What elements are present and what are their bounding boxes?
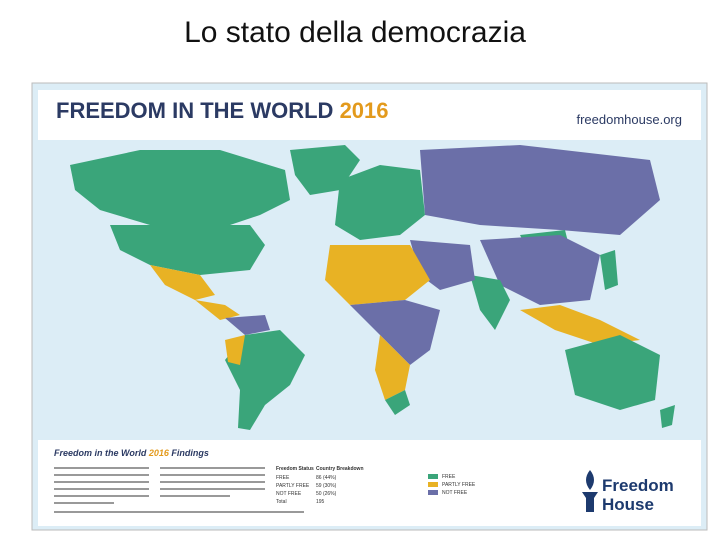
legend-label: FREE	[442, 474, 456, 480]
poster-header	[38, 90, 701, 140]
table-cell: 86 (44%)	[316, 475, 337, 481]
legend-label: NOT FREE	[442, 490, 468, 496]
table-cell: FREE	[276, 475, 290, 481]
poster-title: FREEDOM IN THE WORLD 2016	[56, 98, 389, 123]
table-cell: NOT FREE	[276, 491, 302, 497]
table-cell: 59 (30%)	[316, 483, 337, 489]
legend-swatch	[428, 490, 438, 495]
table-cell: 50 (26%)	[316, 491, 337, 497]
findings-text-lines	[54, 467, 304, 513]
website: freedomhouse.org	[576, 112, 682, 127]
legend-label: PARTLY FREE	[442, 482, 476, 488]
legend-swatch	[428, 482, 438, 487]
legend: FREE PARTLY FREE NOT FREE	[428, 474, 476, 496]
table-cell: Total	[276, 499, 287, 505]
logo-text: House	[602, 495, 654, 514]
world-map	[70, 145, 675, 430]
table-cell: PARTLY FREE	[276, 483, 310, 489]
freedom-house-logo: Freedom House	[582, 470, 674, 514]
findings-title: Freedom in the World 2016 Findings	[54, 448, 209, 458]
table-header: Country Breakdown	[316, 466, 364, 472]
logo-text: Freedom	[602, 476, 674, 495]
table-cell: 195	[316, 499, 325, 505]
slide-title: Lo stato della democrazia	[184, 16, 526, 49]
findings-table: Freedom Status Country Breakdown FREE 86 …	[276, 466, 364, 505]
legend-swatch	[428, 474, 438, 479]
table-header: Freedom Status	[276, 466, 314, 472]
